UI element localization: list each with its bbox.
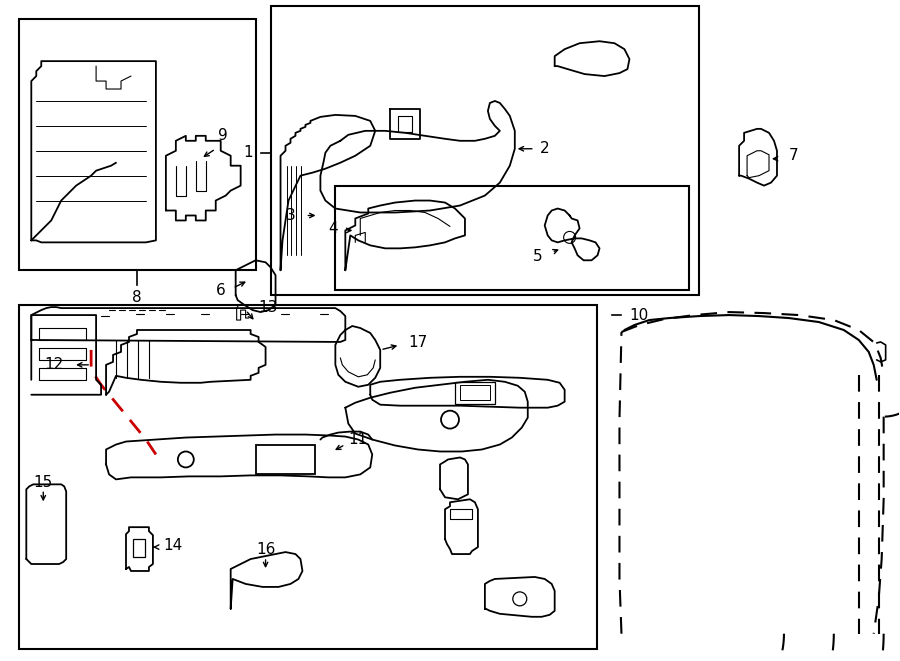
Text: 16: 16 [256, 541, 275, 557]
Text: 5: 5 [533, 249, 543, 264]
Bar [271, 7, 699, 295]
Text: 13: 13 [258, 299, 278, 315]
Bar [460, 385, 490, 400]
Text: 10: 10 [629, 307, 649, 323]
Text: 1: 1 [243, 145, 253, 160]
Text: 17: 17 [408, 335, 427, 350]
Text: 11: 11 [348, 432, 367, 447]
Bar [256, 444, 315, 475]
Bar [19, 305, 597, 648]
Bar [133, 539, 145, 557]
Bar [455, 382, 495, 404]
Text: 9: 9 [218, 128, 228, 143]
Text: 6: 6 [216, 283, 226, 297]
Text: 12: 12 [44, 358, 63, 372]
Text: 3: 3 [285, 208, 295, 223]
Text: 7: 7 [789, 148, 798, 163]
Bar [19, 19, 256, 270]
Text: 2: 2 [540, 141, 550, 156]
Text: 4: 4 [328, 221, 338, 236]
Text: 14: 14 [163, 537, 182, 553]
Text: 15: 15 [33, 475, 53, 490]
Bar [336, 186, 689, 290]
Text: 8: 8 [132, 290, 142, 305]
